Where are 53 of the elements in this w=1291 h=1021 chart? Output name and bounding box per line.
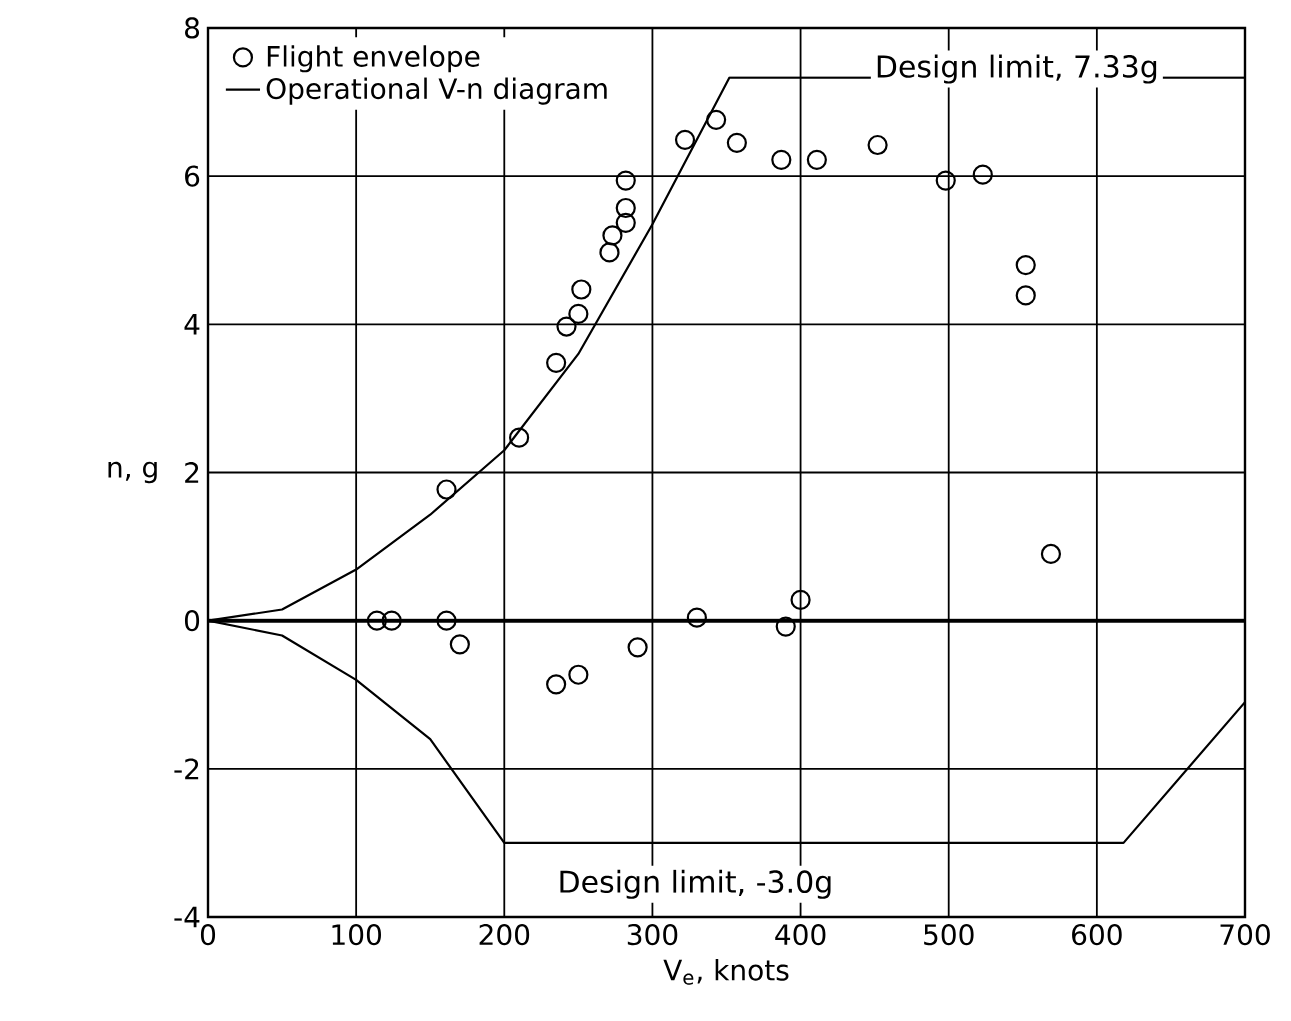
point — [1015, 285, 1036, 306]
y-tick-label: -2 — [174, 758, 199, 780]
annotation: Design limit, -3.0g — [560, 869, 831, 899]
point — [366, 610, 387, 631]
point — [775, 616, 796, 637]
y-tick-label: 4 — [184, 314, 200, 335]
legend-label: Flight envelope — [267, 45, 480, 73]
x-tick-label: 500 — [924, 924, 974, 946]
y-tick-label: 8 — [185, 17, 200, 39]
x-tick-label: 200 — [479, 924, 530, 946]
point — [674, 129, 696, 150]
y-tick-label: 6 — [185, 165, 200, 187]
annotation: Design limit, 7.33g — [877, 54, 1157, 84]
point — [972, 164, 993, 185]
x-tick-label: 100 — [332, 924, 382, 946]
y-tick-label: -4 — [174, 906, 200, 928]
x-tick-label: 0 — [200, 924, 216, 946]
point — [381, 610, 402, 631]
point — [771, 149, 792, 170]
y-axis-title: n, g — [108, 461, 157, 484]
point — [627, 637, 648, 658]
point — [602, 225, 623, 246]
point — [1040, 543, 1062, 565]
point — [706, 109, 727, 130]
point — [436, 479, 457, 500]
point — [556, 316, 577, 337]
point — [571, 279, 592, 300]
point — [935, 170, 956, 191]
point — [599, 242, 620, 263]
legend-label: Operational V-n diagram — [266, 77, 607, 105]
point — [546, 352, 567, 373]
x-axis-title: V$_{e}$, knots — [663, 958, 789, 985]
point — [806, 149, 827, 170]
x-tick-label: 300 — [627, 924, 678, 946]
y-tick-label: 2 — [185, 462, 199, 483]
point — [546, 674, 567, 695]
point — [568, 303, 589, 325]
point — [1015, 254, 1036, 276]
point — [686, 607, 707, 628]
x-tick-label: 600 — [1072, 924, 1122, 946]
point — [615, 170, 636, 191]
point — [449, 634, 470, 655]
point — [436, 610, 457, 631]
point — [509, 427, 530, 448]
y-tick-label: 0 — [184, 610, 200, 632]
x-tick-label: 700 — [1220, 924, 1270, 946]
x-tick-label: 400 — [775, 924, 826, 946]
point — [568, 664, 589, 685]
point — [615, 197, 636, 219]
point — [867, 134, 888, 156]
point — [726, 132, 747, 153]
point — [615, 212, 636, 233]
point — [790, 589, 811, 610]
